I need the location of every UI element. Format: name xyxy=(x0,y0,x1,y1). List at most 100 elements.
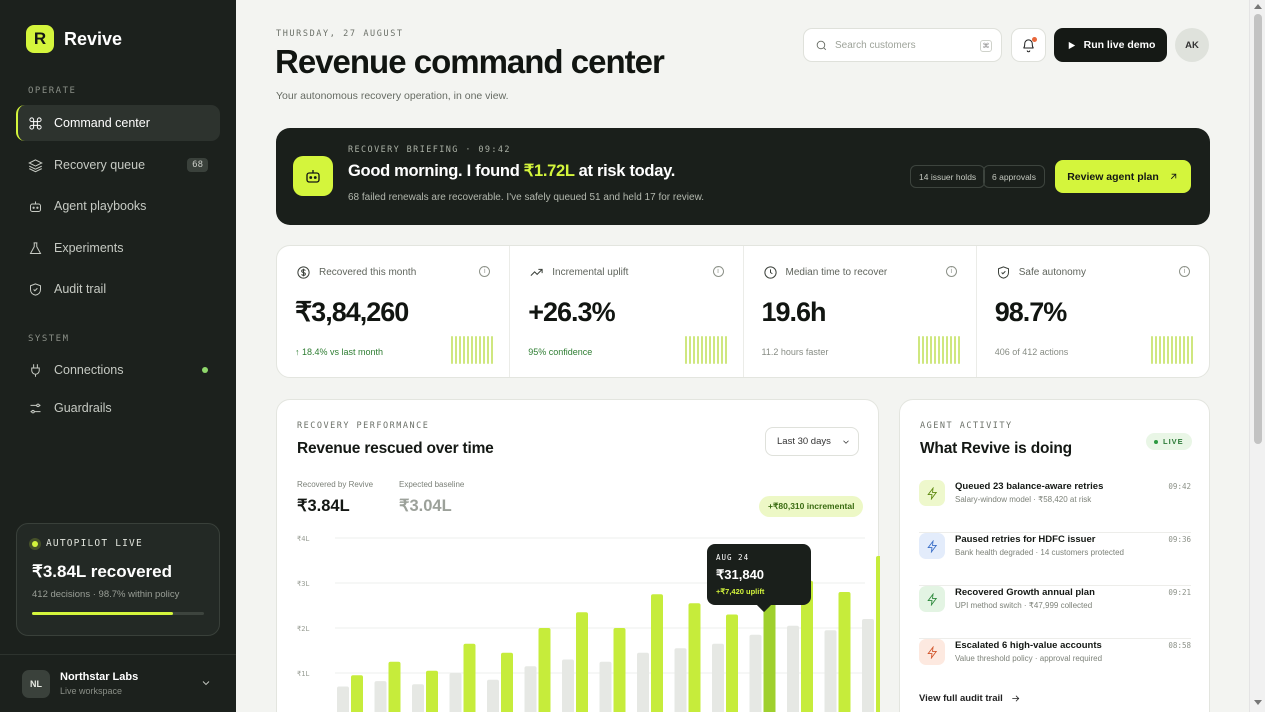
baseline-bar[interactable] xyxy=(412,684,424,712)
autopilot-label: AUTOPILOT LIVE xyxy=(46,538,143,549)
queue-count-badge: 68 xyxy=(187,158,208,172)
search-shortcut: ⌘ xyxy=(980,40,992,52)
at-risk-amount: ₹1.72L xyxy=(523,162,575,180)
kpi-label: Median time to recover xyxy=(785,267,888,278)
approvals-pill[interactable]: 6 approvals xyxy=(983,165,1045,188)
recovered-bar[interactable] xyxy=(388,661,401,712)
baseline-bar[interactable] xyxy=(787,625,799,712)
arrow-right-icon xyxy=(1012,695,1020,702)
view-audit-trail-link[interactable]: View full audit trail xyxy=(919,693,1021,704)
y-tick-label: ₹2L xyxy=(297,625,310,633)
card-title: Revenue rescued over time xyxy=(297,440,494,457)
chart-tooltip: AUG 24 ₹31,840 +₹7,420 uplift xyxy=(707,544,811,613)
issuer-holds-pill[interactable]: 14 issuer holds xyxy=(910,165,986,188)
kpi-label: Safe autonomy xyxy=(1018,267,1087,278)
sidebar-item-connections[interactable]: Connections xyxy=(16,352,220,388)
bot-icon xyxy=(306,170,320,183)
recovered-bar[interactable] xyxy=(538,628,551,712)
activity-item[interactable]: Paused retries for HDFC issuer Bank heal… xyxy=(919,533,1191,586)
briefing-headline-pre: Good morning. I found xyxy=(348,162,524,180)
info-icon[interactable]: i xyxy=(945,266,957,277)
sidebar-item-experiments[interactable]: Experiments xyxy=(16,230,220,266)
flask-icon xyxy=(29,241,42,254)
live-label: LIVE xyxy=(1163,437,1184,446)
briefing-sub: 68 failed renewals are recoverable. I've… xyxy=(348,192,705,203)
page-scrollbar[interactable] xyxy=(1249,0,1265,712)
baseline-bar[interactable] xyxy=(449,673,462,712)
recovered-bar[interactable] xyxy=(426,670,438,712)
section-label-system: SYSTEM xyxy=(28,334,70,344)
scrollbar-thumb[interactable] xyxy=(1254,14,1262,444)
y-tick-label: ₹4L xyxy=(297,535,310,543)
baseline-bar[interactable] xyxy=(862,619,874,712)
sidebar-item-label: Agent playbooks xyxy=(54,199,147,213)
baseline-bar[interactable] xyxy=(524,666,537,712)
workspace-switcher[interactable]: NL Northstar Labs Live workspace xyxy=(0,654,236,712)
baseline-bar[interactable] xyxy=(599,661,612,712)
briefing-label: RECOVERY BRIEFING · 09:42 xyxy=(348,145,511,155)
baseline-bar[interactable] xyxy=(637,652,649,712)
baseline-bar[interactable] xyxy=(749,634,762,712)
recovery-briefing-banner: RECOVERY BRIEFING · 09:42 Good morning. … xyxy=(276,128,1210,225)
recovered-bar[interactable] xyxy=(501,652,513,712)
chevron-down-icon xyxy=(843,439,849,444)
sidebar-item-guardrails[interactable]: Guardrails xyxy=(16,390,220,426)
y-tick-label: ₹1L xyxy=(297,670,310,678)
baseline-bar[interactable] xyxy=(562,659,574,712)
sidebar-item-agent-playbooks[interactable]: Agent playbooks xyxy=(16,188,220,224)
baseline-bar[interactable] xyxy=(712,643,724,712)
info-icon[interactable]: i xyxy=(1179,266,1190,277)
recovered-bar[interactable] xyxy=(763,587,776,712)
user-avatar[interactable]: AK xyxy=(1175,28,1209,62)
search-input[interactable] xyxy=(835,39,975,51)
layers-icon xyxy=(28,158,43,172)
recovered-bar[interactable] xyxy=(801,580,813,712)
date-range-value: Last 30 days xyxy=(777,436,831,447)
sidebar: R Revive OPERATE Command center Recovery… xyxy=(0,0,236,712)
activity-title: Paused retries for HDFC issuer xyxy=(955,534,1096,545)
bell-icon xyxy=(1023,38,1034,52)
recovered-bar[interactable] xyxy=(351,675,363,712)
kpi-label: Incremental uplift xyxy=(552,267,629,278)
recovered-bar[interactable] xyxy=(576,612,588,712)
baseline-bar[interactable] xyxy=(487,679,499,712)
scroll-down-arrow[interactable] xyxy=(1254,700,1262,705)
recovered-bar[interactable] xyxy=(876,556,880,712)
scroll-up-arrow[interactable] xyxy=(1254,4,1262,9)
baseline-bar[interactable] xyxy=(674,648,687,712)
recovered-bar[interactable] xyxy=(463,643,476,712)
info-icon[interactable]: i xyxy=(479,266,491,277)
sidebar-item-label: Experiments xyxy=(54,241,124,255)
recovered-bar[interactable] xyxy=(726,614,738,712)
trend-up-icon xyxy=(530,268,543,276)
search-box[interactable]: ⌘ xyxy=(803,28,1002,62)
search-icon xyxy=(816,40,827,50)
kpi-foot: 95% confidence xyxy=(528,347,593,357)
activity-item[interactable]: Queued 23 balance-aware retries Salary-w… xyxy=(919,480,1191,533)
date-range-select[interactable]: Last 30 days xyxy=(765,427,859,456)
workspace-sub: Live workspace xyxy=(60,686,123,696)
recovered-label: Recovered by Revive xyxy=(297,480,374,489)
baseline-bar[interactable] xyxy=(337,686,349,712)
baseline-bar[interactable] xyxy=(824,630,837,712)
kpi-value: 98.7% xyxy=(994,297,1068,327)
autopilot-progress-fill xyxy=(32,612,174,615)
review-agent-plan-button[interactable]: Review agent plan xyxy=(1055,160,1191,193)
kpi-sparkline xyxy=(684,336,727,364)
sidebar-item-command-center[interactable]: Command center xyxy=(16,105,220,141)
recovered-bar[interactable] xyxy=(613,628,626,712)
activity-item[interactable]: Recovered Growth annual plan UPI method … xyxy=(919,586,1191,639)
notifications-button[interactable] xyxy=(1011,28,1046,62)
page-title: Revenue command center xyxy=(275,43,665,80)
recovered-bar[interactable] xyxy=(651,594,663,712)
sidebar-item-recovery-queue[interactable]: Recovery queue 68 xyxy=(16,147,220,183)
recovered-bar[interactable] xyxy=(838,592,851,712)
app-logo[interactable]: R Revive xyxy=(26,25,122,53)
recovered-bar[interactable] xyxy=(688,603,701,712)
run-live-demo-button[interactable]: Run live demo xyxy=(1054,28,1167,62)
review-button-label: Review agent plan xyxy=(1067,170,1159,183)
baseline-bar[interactable] xyxy=(374,681,387,712)
sidebar-item-audit-trail[interactable]: Audit trail xyxy=(16,271,220,307)
info-icon[interactable]: i xyxy=(712,266,724,277)
activity-item[interactable]: Escalated 6 high-value accounts Value th… xyxy=(919,639,1191,692)
